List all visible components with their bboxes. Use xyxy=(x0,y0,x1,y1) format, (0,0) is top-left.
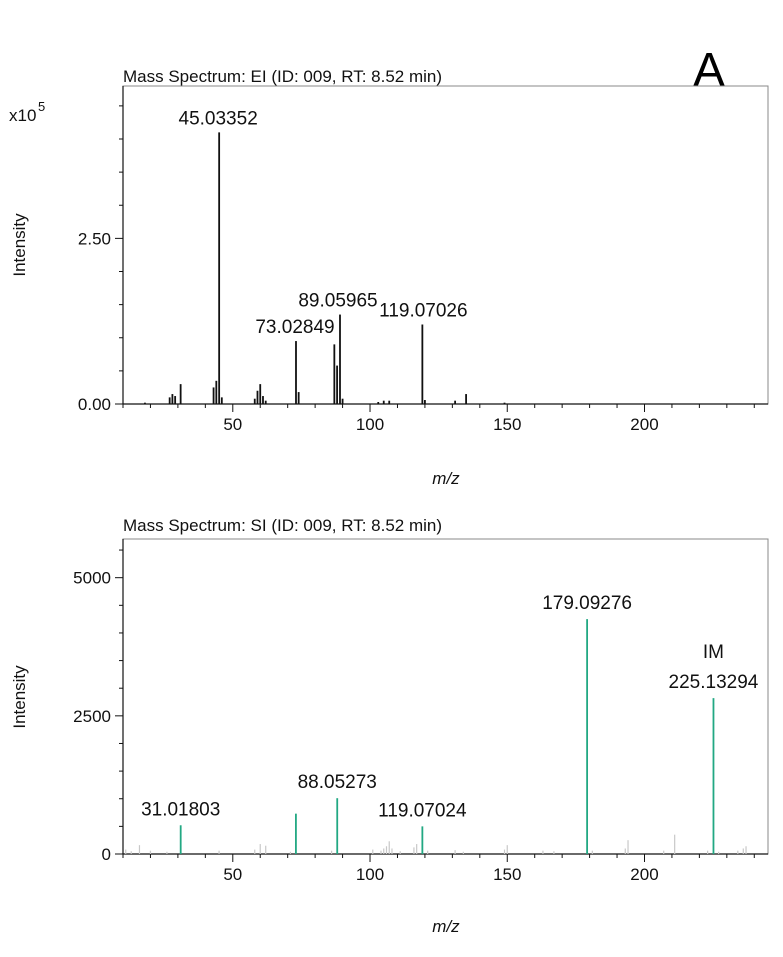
si-y-axis-label: Intensity xyxy=(10,665,29,729)
ei-peak-label: 89.05965 xyxy=(298,291,377,312)
si-x-tick-label: 150 xyxy=(493,865,521,884)
si-peaks xyxy=(125,619,747,854)
si-spectrum-chart: Mass Spectrum: SI (ID: 009, RT: 8.52 min… xyxy=(10,516,769,936)
ei-x-tick-label: 200 xyxy=(630,415,658,434)
ei-y-multiplier: x10 5 xyxy=(9,99,45,125)
ei-peak-labels: 45.03352 73.02849 89.05965 119.07026 xyxy=(179,108,468,338)
ei-x-tick-label: 50 xyxy=(223,415,242,434)
si-x-tick-label: 200 xyxy=(630,865,658,884)
ei-y-axis-label: Intensity xyxy=(10,213,29,277)
si-peak-label: 225.13294 xyxy=(669,672,759,693)
si-y-tick-label: 0 xyxy=(102,845,111,864)
ei-x-tick-label: 150 xyxy=(493,415,521,434)
si-x-tick-label: 50 xyxy=(223,865,242,884)
ei-spectrum-chart: Mass Spectrum: EI (ID: 009, RT: 8.52 min… xyxy=(9,67,769,488)
ei-axis-ticks: 50 100 150 200 0.00 2.50 xyxy=(78,86,768,434)
ei-peak-label: 45.03352 xyxy=(179,108,258,129)
ei-peak-label: 73.02849 xyxy=(255,317,334,338)
si-peak-label: 179.09276 xyxy=(542,593,632,614)
panel-label: A xyxy=(693,44,725,97)
si-x-tick-label: 100 xyxy=(356,865,384,884)
ei-y-tick-label: 2.50 xyxy=(78,229,111,248)
ei-x-tick-label: 100 xyxy=(356,415,384,434)
si-title: Mass Spectrum: SI (ID: 009, RT: 8.52 min… xyxy=(123,516,442,535)
ei-y-multiplier-exp: 5 xyxy=(38,99,45,114)
ei-y-tick-label: 0.00 xyxy=(78,395,111,414)
si-peak-label: 119.07024 xyxy=(378,800,467,821)
si-peak-tag: IM xyxy=(703,642,724,663)
ei-y-multiplier-base: x10 xyxy=(9,106,36,125)
ei-title: Mass Spectrum: EI (ID: 009, RT: 8.52 min… xyxy=(123,67,442,86)
si-peak-label: 31.01803 xyxy=(141,799,220,820)
si-y-tick-label: 2500 xyxy=(73,707,111,726)
si-x-axis-label: m/z xyxy=(432,917,460,936)
ei-peak-label: 119.07026 xyxy=(379,301,467,322)
si-peak-label: 88.05273 xyxy=(298,772,377,793)
ei-x-axis-label: m/z xyxy=(432,469,460,488)
si-axis-ticks: 50 100 150 200 0 2500 5000 xyxy=(73,539,768,884)
si-y-tick-label: 5000 xyxy=(73,569,111,588)
ei-peaks xyxy=(144,132,506,404)
